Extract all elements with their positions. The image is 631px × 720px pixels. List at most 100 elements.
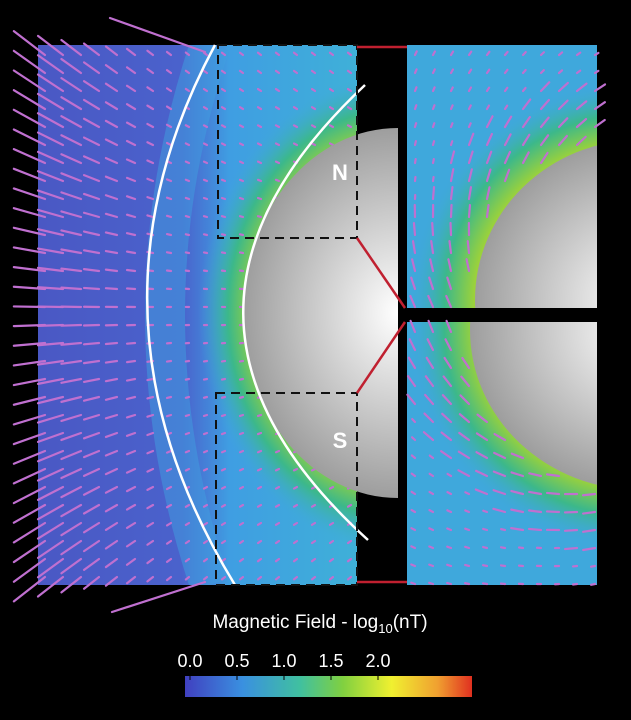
field-arrow	[186, 180, 189, 181]
field-arrow	[483, 547, 487, 548]
field-arrow	[312, 505, 315, 507]
field-arrow	[415, 69, 417, 73]
page: N S Magnetic Field - log10(nT) 0.00.51.0…	[0, 0, 631, 720]
field-arrow	[204, 234, 207, 235]
field-arrow	[240, 397, 243, 398]
field-arrow	[465, 565, 469, 566]
field-arrow	[487, 205, 489, 217]
field-arrow	[112, 582, 205, 612]
field-arrow	[240, 125, 243, 127]
field-arrow	[547, 493, 559, 494]
field-arrow	[147, 215, 153, 217]
field-arrow	[186, 469, 189, 470]
field-arrow	[240, 379, 243, 380]
field-arrow	[167, 361, 171, 362]
field-arrow	[222, 469, 225, 470]
field-arrow	[222, 487, 225, 489]
field-arrow	[106, 288, 117, 289]
field-arrow	[204, 144, 207, 145]
field-arrow	[348, 505, 351, 507]
field-arrow	[167, 234, 171, 235]
field-arrow	[147, 397, 153, 398]
field-arrow	[186, 162, 189, 163]
field-arrow	[204, 198, 207, 199]
field-arrow	[483, 529, 487, 530]
south-label: S	[333, 428, 348, 453]
field-arrow	[240, 144, 243, 145]
field-arrow	[186, 143, 189, 145]
field-arrow	[222, 125, 225, 127]
field-arrow	[565, 530, 577, 531]
field-arrow	[433, 159, 434, 163]
field-arrow	[240, 234, 243, 235]
field-arrow	[222, 379, 225, 380]
field-arrow	[240, 216, 243, 217]
field-arrow	[415, 123, 416, 127]
field-arrow	[127, 270, 135, 271]
field-arrow	[84, 288, 99, 289]
field-arrow	[312, 144, 315, 145]
field-arrow	[411, 546, 415, 548]
colorbar-title: Magnetic Field - log10(nT)	[212, 612, 427, 636]
north-label: N	[332, 160, 348, 185]
field-arrow	[433, 87, 435, 91]
field-arrow	[276, 107, 279, 109]
field-arrow	[258, 469, 261, 470]
field-arrow	[469, 205, 470, 217]
field-arrow	[186, 198, 189, 199]
field-arrow	[222, 451, 225, 452]
field-arrow	[451, 105, 453, 109]
field-arrow	[186, 451, 189, 452]
field-arrow	[204, 469, 207, 470]
field-arrow	[186, 216, 189, 217]
field-arrow	[204, 107, 207, 109]
field-arrow	[411, 583, 415, 584]
field-arrow	[447, 565, 451, 566]
field-arrow	[167, 216, 171, 217]
field-arrow	[433, 177, 434, 181]
field-arrow	[258, 487, 261, 489]
field-arrow	[547, 511, 559, 512]
field-arrow	[447, 510, 451, 512]
field-arrow	[469, 123, 471, 127]
field-arrow	[465, 492, 469, 494]
field-arrow	[501, 565, 505, 566]
field-arrow	[240, 487, 243, 489]
field-arrow	[429, 528, 433, 530]
field-arrow	[222, 397, 225, 398]
field-arrow	[84, 325, 99, 326]
field-arrow	[258, 198, 261, 199]
field-arrow	[240, 198, 243, 199]
field-arrow	[258, 415, 261, 416]
field-arrow	[222, 415, 225, 416]
field-arrow	[312, 487, 315, 489]
field-arrow	[432, 223, 433, 235]
figure: N S Magnetic Field - log10(nT) 0.00.51.0…	[0, 0, 631, 720]
field-arrow	[240, 505, 243, 507]
field-arrow	[330, 107, 333, 109]
field-arrow	[240, 252, 243, 253]
colorbar-tick-label: 1.0	[271, 651, 296, 671]
field-arrow	[294, 487, 297, 489]
field-arrow	[429, 546, 433, 548]
field-arrow	[465, 511, 469, 512]
field-arrow	[186, 252, 189, 253]
field-arrow	[222, 433, 225, 434]
field-arrow	[411, 564, 415, 566]
field-arrow	[240, 162, 243, 163]
field-arrow	[276, 144, 279, 145]
field-arrow	[204, 451, 207, 452]
field-arrow	[433, 187, 434, 199]
field-arrow	[258, 451, 261, 452]
field-arrow	[222, 107, 225, 109]
field-arrow	[222, 144, 225, 145]
field-arrow	[429, 565, 433, 566]
field-arrow	[565, 548, 577, 549]
field-arrow	[167, 451, 171, 453]
field-arrow	[294, 125, 297, 127]
field-arrow	[240, 451, 243, 452]
field-arrow	[258, 125, 261, 127]
field-arrow	[276, 451, 279, 452]
field-arrow	[429, 583, 433, 584]
field-arrow	[415, 159, 416, 163]
